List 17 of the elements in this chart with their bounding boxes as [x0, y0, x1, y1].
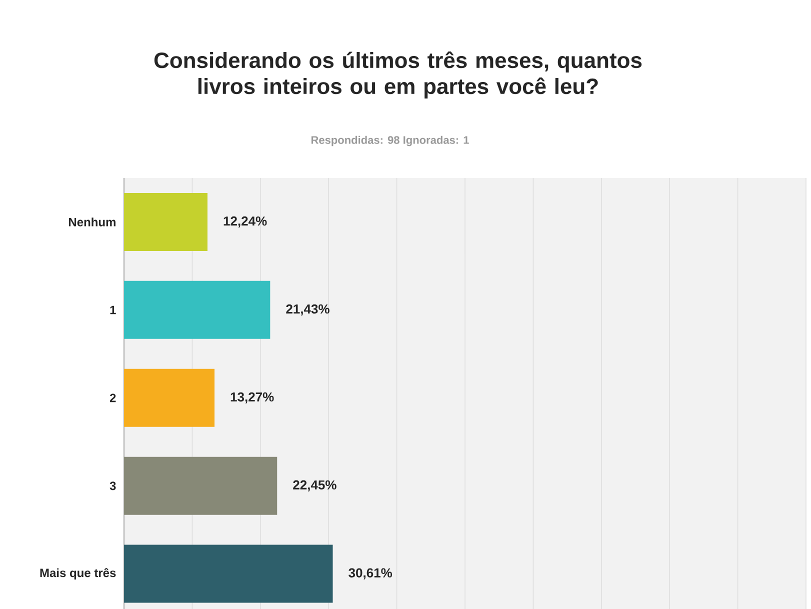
data-label: 12,24%: [224, 216, 267, 228]
y-tick-label: 1: [110, 306, 116, 314]
data-label: 30,61%: [348, 568, 392, 580]
data-label: 22,45%: [293, 480, 336, 492]
data-label: 21,43%: [286, 304, 330, 316]
y-tick-label: 3: [110, 482, 116, 490]
bar: [124, 280, 270, 339]
bar: [124, 192, 208, 251]
chart-subtitle: Respondidas: 98 Ignoradas: 1: [311, 136, 469, 146]
bar: [124, 456, 278, 515]
y-tick-label: Mais que três: [40, 568, 116, 580]
chart-title: Considerando os últimos três meses, quantos livros inteiros ou em partes você leu?: [154, 51, 642, 98]
y-tick-label: Nenhum: [69, 218, 116, 226]
y-tick-label: 2: [110, 394, 116, 402]
data-label: 13,27%: [230, 392, 274, 404]
bar: [124, 544, 333, 603]
bar: [124, 368, 215, 427]
